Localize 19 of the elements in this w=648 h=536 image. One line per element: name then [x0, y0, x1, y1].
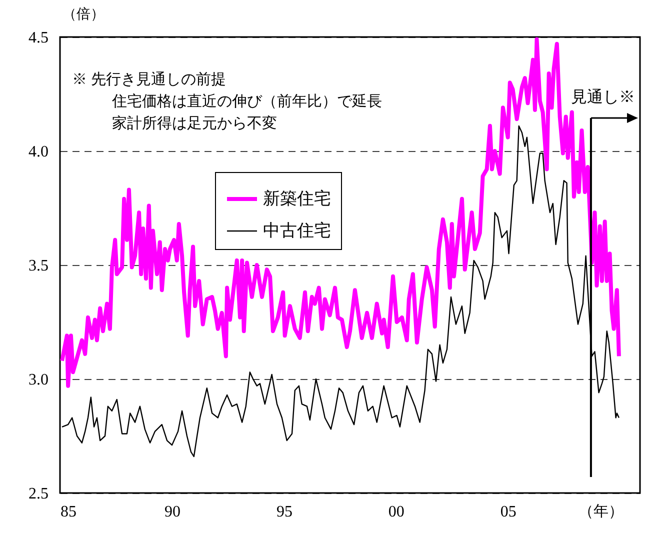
- x-tick-label: 90: [164, 504, 180, 520]
- x-axis-title: （年）: [578, 503, 624, 520]
- x-tick-label: 85: [60, 504, 76, 520]
- x-tick-label: 05: [500, 504, 516, 520]
- ref-line-label: 見通し※: [570, 88, 635, 106]
- legend-label: 中古住宅: [263, 221, 331, 240]
- line-series: [60, 37, 621, 388]
- y-tick-label: 3.0: [28, 372, 48, 388]
- y-tick-label: 4.5: [28, 30, 48, 46]
- y-tick-label: 2.5: [28, 486, 48, 502]
- y-axis-title: （倍）: [62, 6, 104, 22]
- annotation: 住宅価格は直近の伸び（前年比）で延長: [111, 93, 382, 110]
- x-tick-label: 00: [388, 504, 404, 520]
- annotation: 家計所得は足元から不変: [112, 115, 277, 132]
- x-tick-label: 95: [276, 504, 292, 520]
- y-tick-label: 3.5: [28, 258, 48, 274]
- legend-label: 新築住宅: [263, 189, 331, 208]
- y-tick-label: 4.0: [28, 144, 48, 160]
- annotation: ※ 先行き見通しの前提: [72, 71, 226, 88]
